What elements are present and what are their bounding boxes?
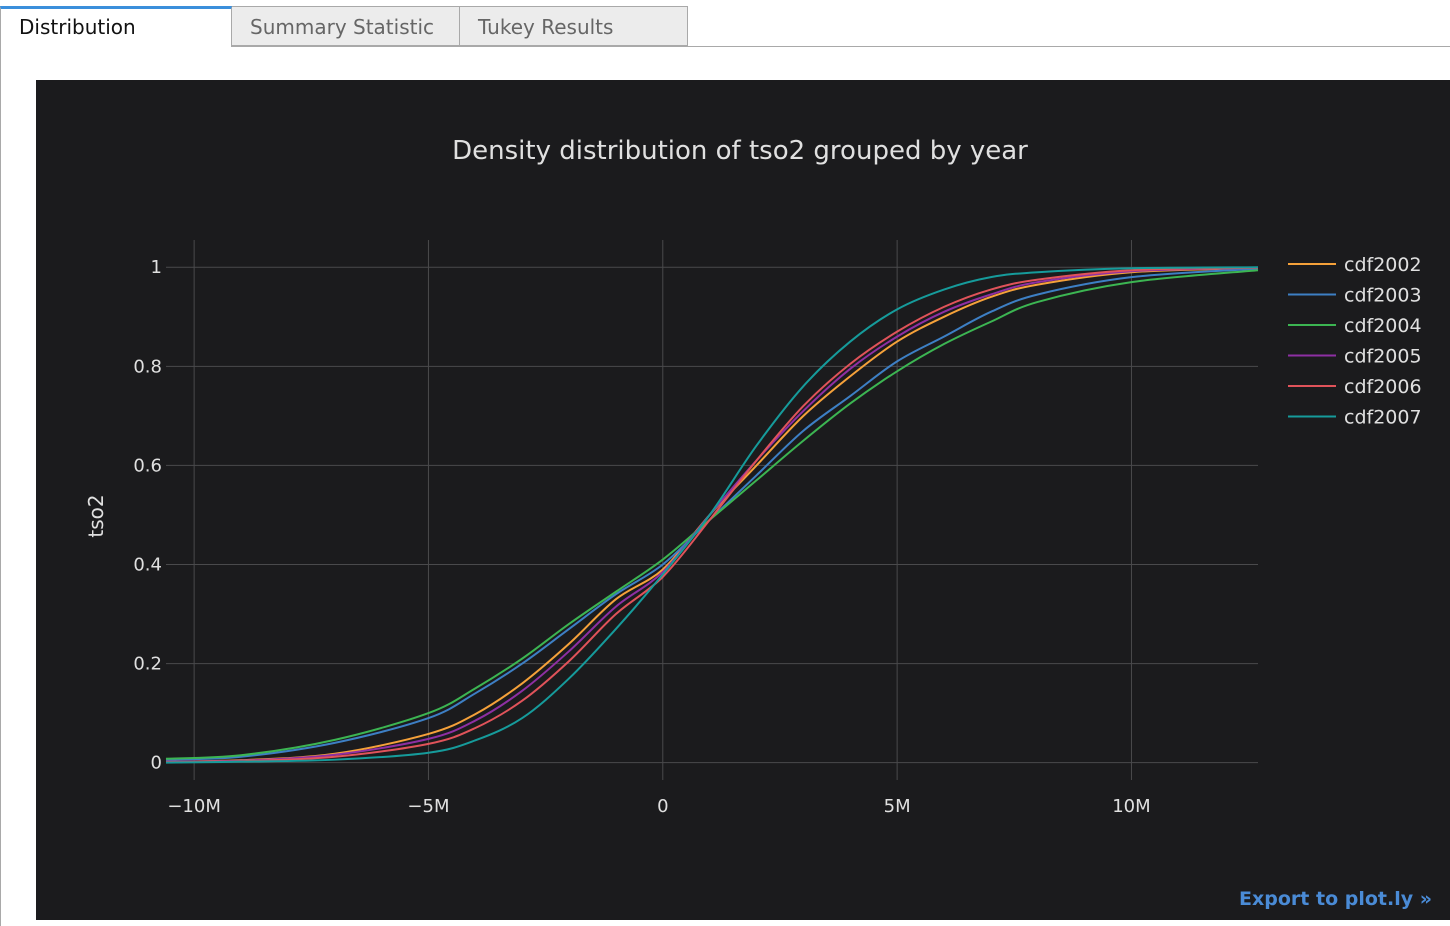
series-line-cdf2004[interactable] [165, 269, 1259, 760]
series-line-cdf2003[interactable] [165, 267, 1259, 761]
y-tick-label: 0.4 [133, 554, 162, 575]
y-axis-label: tso2 [84, 494, 108, 537]
tab-bar-divider [0, 46, 1450, 47]
legend-label: cdf2003 [1344, 285, 1422, 307]
legend-item-cdf2005[interactable]: cdf2005 [1288, 346, 1422, 368]
tab-summary-statistic[interactable]: Summary Statistic [231, 6, 460, 46]
legend-item-cdf2003[interactable]: cdf2003 [1288, 285, 1422, 307]
y-tick-label: 0.2 [133, 654, 162, 675]
x-tick-label: −5M [407, 796, 449, 817]
tab-tukey-results[interactable]: Tukey Results [459, 6, 688, 46]
y-tick-label: 0.8 [133, 356, 162, 377]
chart-title: Density distribution of tso2 grouped by … [452, 136, 1028, 166]
legend-label: cdf2005 [1344, 346, 1422, 368]
legend-label: cdf2004 [1344, 315, 1422, 337]
legend-label: cdf2006 [1344, 376, 1422, 398]
x-tick-label: −10M [167, 796, 221, 817]
x-tick-label: 5M [884, 796, 911, 817]
series-line-cdf2005[interactable] [165, 266, 1259, 763]
y-tick-label: 1 [151, 257, 162, 278]
y-tick-label: 0.6 [133, 455, 162, 476]
legend-label: cdf2002 [1344, 254, 1422, 276]
export-to-plotly-link[interactable]: Export to plot.ly » [1239, 888, 1432, 910]
y-tick-label: 0 [151, 753, 162, 774]
series-line-cdf2007[interactable] [165, 266, 1259, 764]
x-tick-label: 10M [1112, 796, 1150, 817]
x-tick-label: 0 [657, 796, 668, 817]
series-line-cdf2006[interactable] [165, 266, 1259, 764]
legend[interactable]: cdf2002 cdf2003 cdf2004 cdf2005 cdf2006 cdf20… [1288, 254, 1422, 429]
series-line-cdf2002[interactable] [165, 267, 1259, 763]
tab-bar: Distribution Summary Statistic Tukey Res… [0, 0, 1450, 48]
legend-item-cdf2007[interactable]: cdf2007 [1288, 407, 1422, 429]
legend-item-cdf2004[interactable]: cdf2004 [1288, 315, 1422, 337]
legend-item-cdf2002[interactable]: cdf2002 [1288, 254, 1422, 276]
plot-container: −10M −5M 0 5M 10M 0 0.2 0.4 0.6 0.8 1 Density dis… [36, 80, 1450, 920]
legend-item-cdf2006[interactable]: cdf2006 [1288, 376, 1422, 398]
panel-border [0, 47, 1, 926]
legend-label: cdf2007 [1344, 407, 1422, 429]
cdf-line-chart[interactable]: −10M −5M 0 5M 10M 0 0.2 0.4 0.6 0.8 1 Density dis… [36, 80, 1450, 920]
tab-distribution[interactable]: Distribution [0, 6, 232, 47]
